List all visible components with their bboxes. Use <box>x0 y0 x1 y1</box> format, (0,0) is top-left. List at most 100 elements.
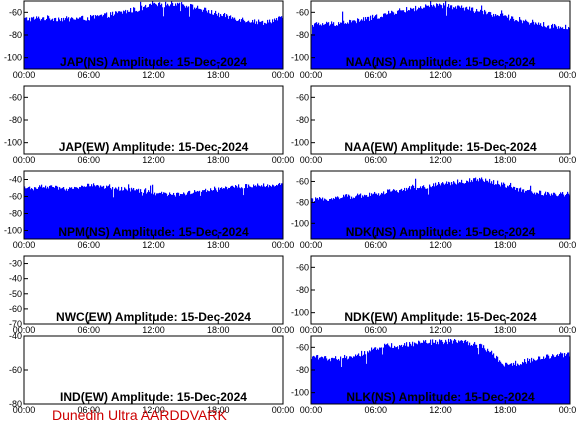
series-bar <box>374 347 376 404</box>
x-tick-label: 00:00 <box>559 155 576 165</box>
series-bar <box>92 15 94 69</box>
series-bar <box>47 15 49 69</box>
series-bar <box>502 364 504 404</box>
series-bar <box>127 190 129 239</box>
series-bar <box>536 360 538 404</box>
series-bar <box>36 16 38 69</box>
x-tick-label: 12:00 <box>142 325 165 335</box>
series-bar <box>195 191 197 239</box>
series-bar <box>324 356 326 404</box>
series-bar <box>243 195 245 239</box>
chart-panel: -60 -80 -100 00:00 06:00 12:00 18:00 00:00 NDK(E… <box>291 255 576 335</box>
series-bar <box>464 183 466 239</box>
series-bar <box>199 190 201 239</box>
series-bar <box>547 25 549 69</box>
y-tick-label: -60 <box>9 7 22 17</box>
x-tick-label: 12:00 <box>429 240 452 250</box>
series-bar <box>188 6 190 69</box>
series-bar <box>473 343 475 404</box>
series-bar <box>406 342 408 404</box>
series-bar <box>239 18 241 69</box>
series-bar <box>220 14 222 70</box>
x-tick-label: 12:00 <box>142 155 165 165</box>
series-bar <box>421 8 423 70</box>
series-bar <box>401 10 403 69</box>
series-bar <box>78 188 80 239</box>
series-bar <box>257 183 259 239</box>
series-bar <box>62 21 64 69</box>
series-bar <box>172 3 174 69</box>
series-bar <box>213 14 215 70</box>
series-bar <box>171 1 173 69</box>
series-bar <box>56 185 58 239</box>
series-bar <box>326 21 328 69</box>
series-bar <box>427 5 429 69</box>
series-bar <box>74 186 76 239</box>
series-bar <box>213 190 215 239</box>
series-bar <box>382 193 384 239</box>
series-bar <box>243 19 245 70</box>
series-bar <box>241 187 243 239</box>
series-bar <box>62 187 64 239</box>
x-tick-label: 00:00 <box>13 325 36 335</box>
series-bar <box>431 5 433 69</box>
series-bar <box>534 359 536 404</box>
series-bar <box>369 350 371 404</box>
series-bar <box>402 346 404 404</box>
series-bar <box>413 8 415 69</box>
series-bar <box>29 186 31 239</box>
series-bar <box>276 184 278 239</box>
series-bar <box>511 363 513 404</box>
series-bar <box>125 9 127 69</box>
series-bar <box>433 4 435 70</box>
series-bar <box>225 17 227 69</box>
series-bar <box>81 185 83 239</box>
series-bar <box>245 184 247 239</box>
series-bar <box>380 194 382 239</box>
series-bar <box>469 342 471 404</box>
series-bar <box>437 341 439 404</box>
series-bar <box>352 20 354 69</box>
series-bar <box>60 21 62 69</box>
series-bar <box>24 17 26 69</box>
series-bar <box>400 345 402 404</box>
series-bar <box>422 8 424 69</box>
series-bar <box>133 187 135 239</box>
series-bar <box>405 191 407 239</box>
series-bar <box>359 21 361 69</box>
series-bar <box>383 347 385 404</box>
series-bar <box>534 192 536 239</box>
series-bar <box>544 26 546 69</box>
series-bar <box>464 340 466 404</box>
series-bar <box>46 188 48 239</box>
series-bar <box>444 184 446 239</box>
series-bar <box>192 193 194 239</box>
series-bar <box>384 13 386 69</box>
series-bar <box>508 14 510 70</box>
series-bar <box>426 188 428 239</box>
series-bar <box>440 340 442 404</box>
series-bar <box>109 184 111 239</box>
series-bar <box>179 195 181 239</box>
series-bar <box>171 194 173 239</box>
series-bar <box>71 187 73 239</box>
x-tick-label: 06:00 <box>77 405 100 415</box>
series-bar <box>168 194 170 239</box>
series-bar <box>203 190 205 239</box>
series-bar <box>34 187 36 239</box>
series-bar <box>169 6 171 70</box>
series-bar <box>418 340 420 404</box>
chart-panel: -60 -80 -100 00:00 06:00 12:00 18:00 00:00 JAP(E… <box>4 85 294 165</box>
series-bar <box>545 357 547 404</box>
series-bar <box>351 22 353 69</box>
series-bar <box>332 199 334 239</box>
series-bar <box>330 24 332 70</box>
series-bar <box>550 28 552 70</box>
series-bar <box>242 17 244 69</box>
series-bar <box>248 184 250 239</box>
series-bar <box>556 195 558 239</box>
series-bar <box>101 14 103 69</box>
series-bar <box>86 186 88 239</box>
series-bar <box>335 356 337 404</box>
series-bar <box>464 10 466 70</box>
